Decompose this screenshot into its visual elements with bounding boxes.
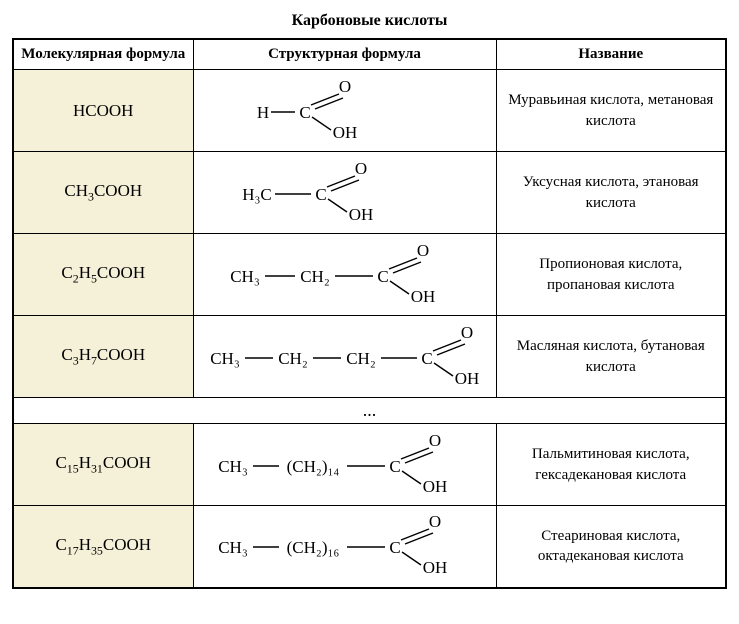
svg-text:(CH₂)₁₄: (CH₂)₁₄	[286, 457, 339, 476]
svg-text:OH: OH	[410, 287, 435, 306]
table-row: HCOOHHCOOHМуравьиная кислота, метановая …	[13, 70, 726, 152]
acid-name: Уксусная кислота, этановая кислота	[496, 152, 726, 234]
svg-text:CH₂: CH₂	[300, 267, 330, 286]
ellipsis-row: ...	[13, 398, 726, 424]
svg-text:H: H	[256, 103, 268, 122]
header-molecular: Молекулярная формула	[13, 39, 193, 70]
structural-formula: CH₃ (CH₂)₁₄ C O OH	[193, 424, 496, 506]
molecular-formula: C17H35COOH	[13, 506, 193, 588]
svg-text:OH: OH	[454, 369, 479, 388]
acid-name: Стеариновая кислота, октадекановая кисло…	[496, 506, 726, 588]
svg-text:OH: OH	[332, 123, 357, 142]
header-structural: Структурная формула	[193, 39, 496, 70]
table-row: C15H31COOH CH₃ (CH₂)₁₄ C O OH Пальмитиновая ки…	[13, 424, 726, 506]
acid-name: Пальмитиновая кислота, гексадекановая ки…	[496, 424, 726, 506]
table-row: C17H35COOH CH₃ (CH₂)₁₆ C O OH Стеариновая кисл…	[13, 506, 726, 588]
svg-text:OH: OH	[348, 205, 373, 224]
molecular-formula: CH3COOH	[13, 152, 193, 234]
svg-text:O: O	[428, 512, 440, 531]
structural-formula: CH₃ (CH₂)₁₆ C O OH	[193, 506, 496, 588]
svg-text:(CH₂)₁₆: (CH₂)₁₆	[286, 538, 339, 557]
structural-formula: H₃C C O OH	[193, 152, 496, 234]
molecular-formula: C2H5COOH	[13, 234, 193, 316]
svg-text:H₃C: H₃C	[242, 185, 272, 204]
svg-text:O: O	[354, 159, 366, 178]
svg-text:O: O	[460, 323, 472, 342]
table-row: C3H7COOH CH₃ CH₂ CH₂ C O OH Масляная кислота, б…	[13, 316, 726, 398]
molecular-formula: C15H31COOH	[13, 424, 193, 506]
acid-name: Пропионовая кислота, пропановая кислота	[496, 234, 726, 316]
page-title: Карбоновые кислоты	[12, 12, 727, 30]
svg-text:CH₂: CH₂	[346, 349, 376, 368]
molecular-formula: HCOOH	[13, 70, 193, 152]
table-row: C2H5COOH CH₃ CH₂ C O OH Пропионовая кислота, п…	[13, 234, 726, 316]
acid-name: Масляная кислота, бутановая кислота	[496, 316, 726, 398]
svg-text:C: C	[389, 538, 400, 557]
svg-text:C: C	[299, 103, 310, 122]
svg-text:C: C	[377, 267, 388, 286]
structural-formula: H C O OH	[193, 70, 496, 152]
svg-text:CH₃: CH₃	[210, 349, 240, 368]
svg-text:C: C	[315, 185, 326, 204]
svg-text:CH₃: CH₃	[230, 267, 260, 286]
svg-text:CH₃: CH₃	[218, 538, 248, 557]
svg-text:O: O	[428, 431, 440, 450]
svg-text:OH: OH	[422, 558, 447, 577]
svg-text:CH₃: CH₃	[218, 457, 248, 476]
svg-text:CH₂: CH₂	[278, 349, 308, 368]
svg-text:C: C	[389, 457, 400, 476]
acids-table: Молекулярная формула Структурная формула…	[12, 38, 727, 589]
svg-text:O: O	[338, 77, 350, 96]
acid-name: Муравьиная кислота, метановая кислота	[496, 70, 726, 152]
svg-text:C: C	[421, 349, 432, 368]
header-name: Название	[496, 39, 726, 70]
svg-text:OH: OH	[422, 477, 447, 496]
molecular-formula: C3H7COOH	[13, 316, 193, 398]
structural-formula: CH₃ CH₂ CH₂ C O OH	[193, 316, 496, 398]
structural-formula: CH₃ CH₂ C O OH	[193, 234, 496, 316]
table-row: CH3COOH H₃C C O OH Уксусная кислота, этановая…	[13, 152, 726, 234]
svg-text:O: O	[416, 241, 428, 260]
